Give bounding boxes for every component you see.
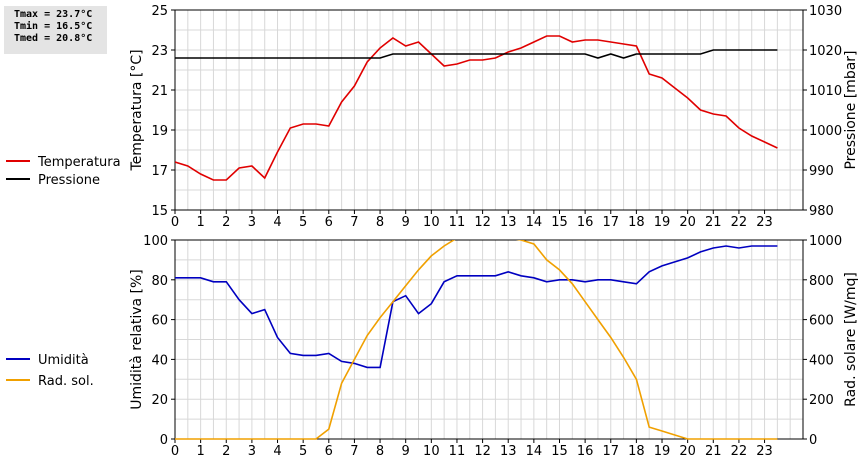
x-tick-label: 17	[602, 444, 619, 459]
x-tick-label: 11	[449, 215, 466, 230]
x-tick-label: 21	[705, 444, 722, 459]
y-tick-label: 40	[151, 353, 168, 368]
x-tick-label: 8	[376, 444, 384, 459]
x-tick-label: 8	[376, 215, 384, 230]
y2-tick-label: 1030	[809, 4, 842, 19]
x-tick-label: 3	[248, 444, 256, 459]
x-tick-label: 20	[679, 444, 696, 459]
x-tick-label: 12	[474, 215, 491, 230]
x-tick-label: 20	[679, 215, 696, 230]
x-tick-label: 4	[273, 444, 281, 459]
x-tick-label: 13	[500, 215, 517, 230]
chart1-panel: 0 1 2 3 4 5 6 7 8 9 10 11 12 13 14 15 16 17 18 19 20 21 22 2315…	[6, 4, 859, 230]
y2-tick-label: 600	[809, 314, 834, 329]
y2-axis-label: Pressione [mbar]	[843, 50, 859, 169]
series-line-rad-sol-	[175, 240, 778, 440]
y-axis-label: Umidità relativa [%]	[129, 269, 145, 410]
x-tick-label: 14	[526, 215, 543, 230]
x-tick-label: 23	[756, 444, 773, 459]
x-tick-label: 15	[551, 444, 568, 459]
y2-tick-label: 200	[809, 393, 834, 408]
legend-label: Pressione	[38, 173, 100, 188]
chart2-panel: 0 1 2 3 4 5 6 7 8 9 10 11 12 13 14 15 16 17 18 19 20 21 22 2302…	[6, 234, 859, 459]
x-tick-label: 9	[402, 444, 410, 459]
series-line-temperatura	[175, 35, 778, 181]
x-tick-label: 16	[577, 444, 594, 459]
x-tick-label: 0	[171, 444, 179, 459]
y-tick-label: 0	[160, 433, 168, 448]
tmin-text: Tmin = 16.5°C	[14, 21, 93, 32]
y2-tick-label: 0	[809, 433, 817, 448]
x-tick-label: 22	[731, 444, 748, 459]
x-tick-label: 15	[551, 215, 568, 230]
x-tick-label: 16	[577, 215, 594, 230]
y-tick-label: 20	[151, 393, 168, 408]
x-tick-label: 10	[423, 215, 440, 230]
x-tick-label: 18	[628, 444, 645, 459]
y-tick-label: 100	[143, 234, 168, 249]
y2-axis-label: Rad. solare [W/mq]	[843, 272, 859, 407]
y-tick-label: 23	[151, 44, 168, 59]
y2-tick-label: 800	[809, 274, 834, 289]
x-tick-label: 7	[350, 444, 358, 459]
x-tick-label: 5	[299, 444, 307, 459]
y2-tick-label: 990	[809, 164, 834, 179]
x-tick-label: 14	[526, 444, 543, 459]
x-tick-label: 7	[350, 215, 358, 230]
plot-frame	[174, 9, 804, 211]
x-tick-label: 19	[654, 444, 671, 459]
x-tick-label: 2	[222, 444, 230, 459]
x-tick-label: 19	[654, 215, 671, 230]
series-line-umidit-	[175, 245, 778, 369]
stats-box: Tmax = 23.7°C Tmin = 16.5°C Tmed = 20.8°…	[4, 6, 107, 54]
x-tick-label: 6	[325, 444, 333, 459]
y-axis-label: Temperatura [°C]	[129, 49, 145, 171]
tmax-text: Tmax = 23.7°C	[14, 9, 93, 20]
x-tick-label: 1	[196, 215, 204, 230]
legend-label: Umidità	[38, 353, 89, 368]
y-tick-label: 80	[151, 274, 168, 289]
y2-tick-label: 400	[809, 353, 834, 368]
x-tick-label: 10	[423, 444, 440, 459]
x-tick-label: 18	[628, 215, 645, 230]
y-tick-label: 15	[151, 204, 168, 219]
x-tick-label: 2	[222, 215, 230, 230]
y2-tick-label: 1020	[809, 44, 842, 59]
y2-tick-label: 1000	[809, 124, 842, 139]
x-tick-label: 17	[602, 215, 619, 230]
x-tick-label: 6	[325, 215, 333, 230]
y-tick-label: 17	[151, 164, 168, 179]
y2-tick-label: 1000	[809, 234, 842, 249]
x-tick-label: 13	[500, 444, 517, 459]
x-tick-label: 5	[299, 215, 307, 230]
x-tick-label: 9	[402, 215, 410, 230]
x-tick-label: 0	[171, 215, 179, 230]
y-tick-label: 25	[151, 4, 168, 19]
x-tick-label: 12	[474, 444, 491, 459]
x-tick-label: 22	[731, 215, 748, 230]
tmed-text: Tmed = 20.8°C	[14, 33, 93, 44]
y-tick-label: 60	[151, 314, 168, 329]
series-line-pressione	[175, 49, 778, 59]
legend-label: Temperatura	[37, 155, 121, 170]
x-tick-label: 11	[449, 444, 466, 459]
y2-tick-label: 1010	[809, 84, 842, 99]
x-tick-label: 3	[248, 215, 256, 230]
plot-frame	[174, 239, 804, 440]
legend-label: Rad. sol.	[38, 374, 94, 389]
x-tick-label: 4	[273, 215, 281, 230]
y-tick-label: 21	[151, 84, 168, 99]
x-tick-label: 1	[196, 444, 204, 459]
y-tick-label: 19	[151, 124, 168, 139]
x-tick-label: 21	[705, 215, 722, 230]
y2-tick-label: 980	[809, 204, 834, 219]
x-tick-label: 23	[756, 215, 773, 230]
